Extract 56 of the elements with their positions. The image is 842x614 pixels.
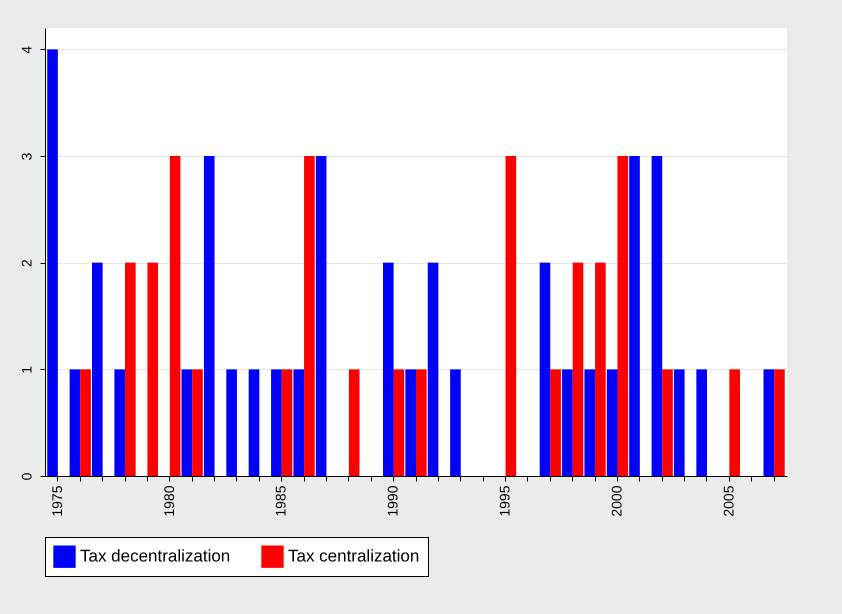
bar bbox=[182, 369, 192, 476]
bar bbox=[450, 369, 461, 476]
legend-label: Tax centralization bbox=[288, 546, 420, 566]
bar bbox=[170, 156, 180, 476]
bar bbox=[428, 262, 438, 476]
bar bbox=[125, 262, 136, 476]
bar bbox=[271, 369, 282, 476]
y-tick-label: 2 bbox=[18, 259, 34, 268]
y-tick-label: 1 bbox=[18, 366, 34, 374]
bar bbox=[550, 369, 561, 476]
bar bbox=[629, 156, 640, 476]
bar bbox=[293, 369, 304, 476]
bar bbox=[394, 369, 404, 476]
bar bbox=[652, 156, 662, 476]
bar bbox=[70, 369, 80, 476]
bar bbox=[248, 369, 260, 476]
bar bbox=[80, 369, 91, 476]
x-tick-label: 1990 bbox=[384, 485, 401, 517]
bar bbox=[584, 369, 596, 476]
bar bbox=[506, 156, 516, 476]
bar bbox=[114, 369, 126, 476]
bar bbox=[540, 262, 550, 476]
bar bbox=[617, 156, 628, 476]
x-tick-label: 1995 bbox=[496, 485, 513, 517]
bar bbox=[595, 262, 606, 476]
bar bbox=[662, 369, 673, 476]
legend-label: Tax decentralization bbox=[80, 546, 230, 566]
bar bbox=[282, 369, 292, 476]
bar bbox=[348, 369, 360, 476]
bar bbox=[47, 49, 58, 476]
bar bbox=[764, 369, 774, 476]
bar bbox=[572, 262, 584, 476]
bar bbox=[416, 369, 427, 476]
bar bbox=[304, 156, 315, 476]
bar bbox=[92, 262, 103, 476]
bar bbox=[774, 369, 785, 476]
bar bbox=[147, 262, 158, 476]
y-tick-label: 4 bbox=[18, 46, 34, 54]
x-tick-label: 2005 bbox=[720, 485, 736, 517]
x-tick-label: 1975 bbox=[48, 485, 65, 517]
y-tick-label: 3 bbox=[18, 152, 34, 160]
bar bbox=[674, 369, 685, 476]
bar bbox=[316, 156, 326, 476]
y-tick-label: 0 bbox=[18, 472, 34, 480]
bar bbox=[192, 369, 203, 476]
bar bbox=[405, 369, 416, 476]
x-tick-label: 2000 bbox=[608, 485, 624, 517]
bar bbox=[382, 262, 394, 476]
bar bbox=[562, 369, 573, 476]
x-tick-label: 1980 bbox=[160, 485, 177, 517]
x-tick-label: 1985 bbox=[272, 485, 289, 517]
bar bbox=[606, 369, 618, 476]
bar bbox=[226, 369, 237, 476]
bar bbox=[696, 369, 707, 476]
bar bbox=[204, 156, 215, 476]
bar bbox=[729, 369, 740, 476]
